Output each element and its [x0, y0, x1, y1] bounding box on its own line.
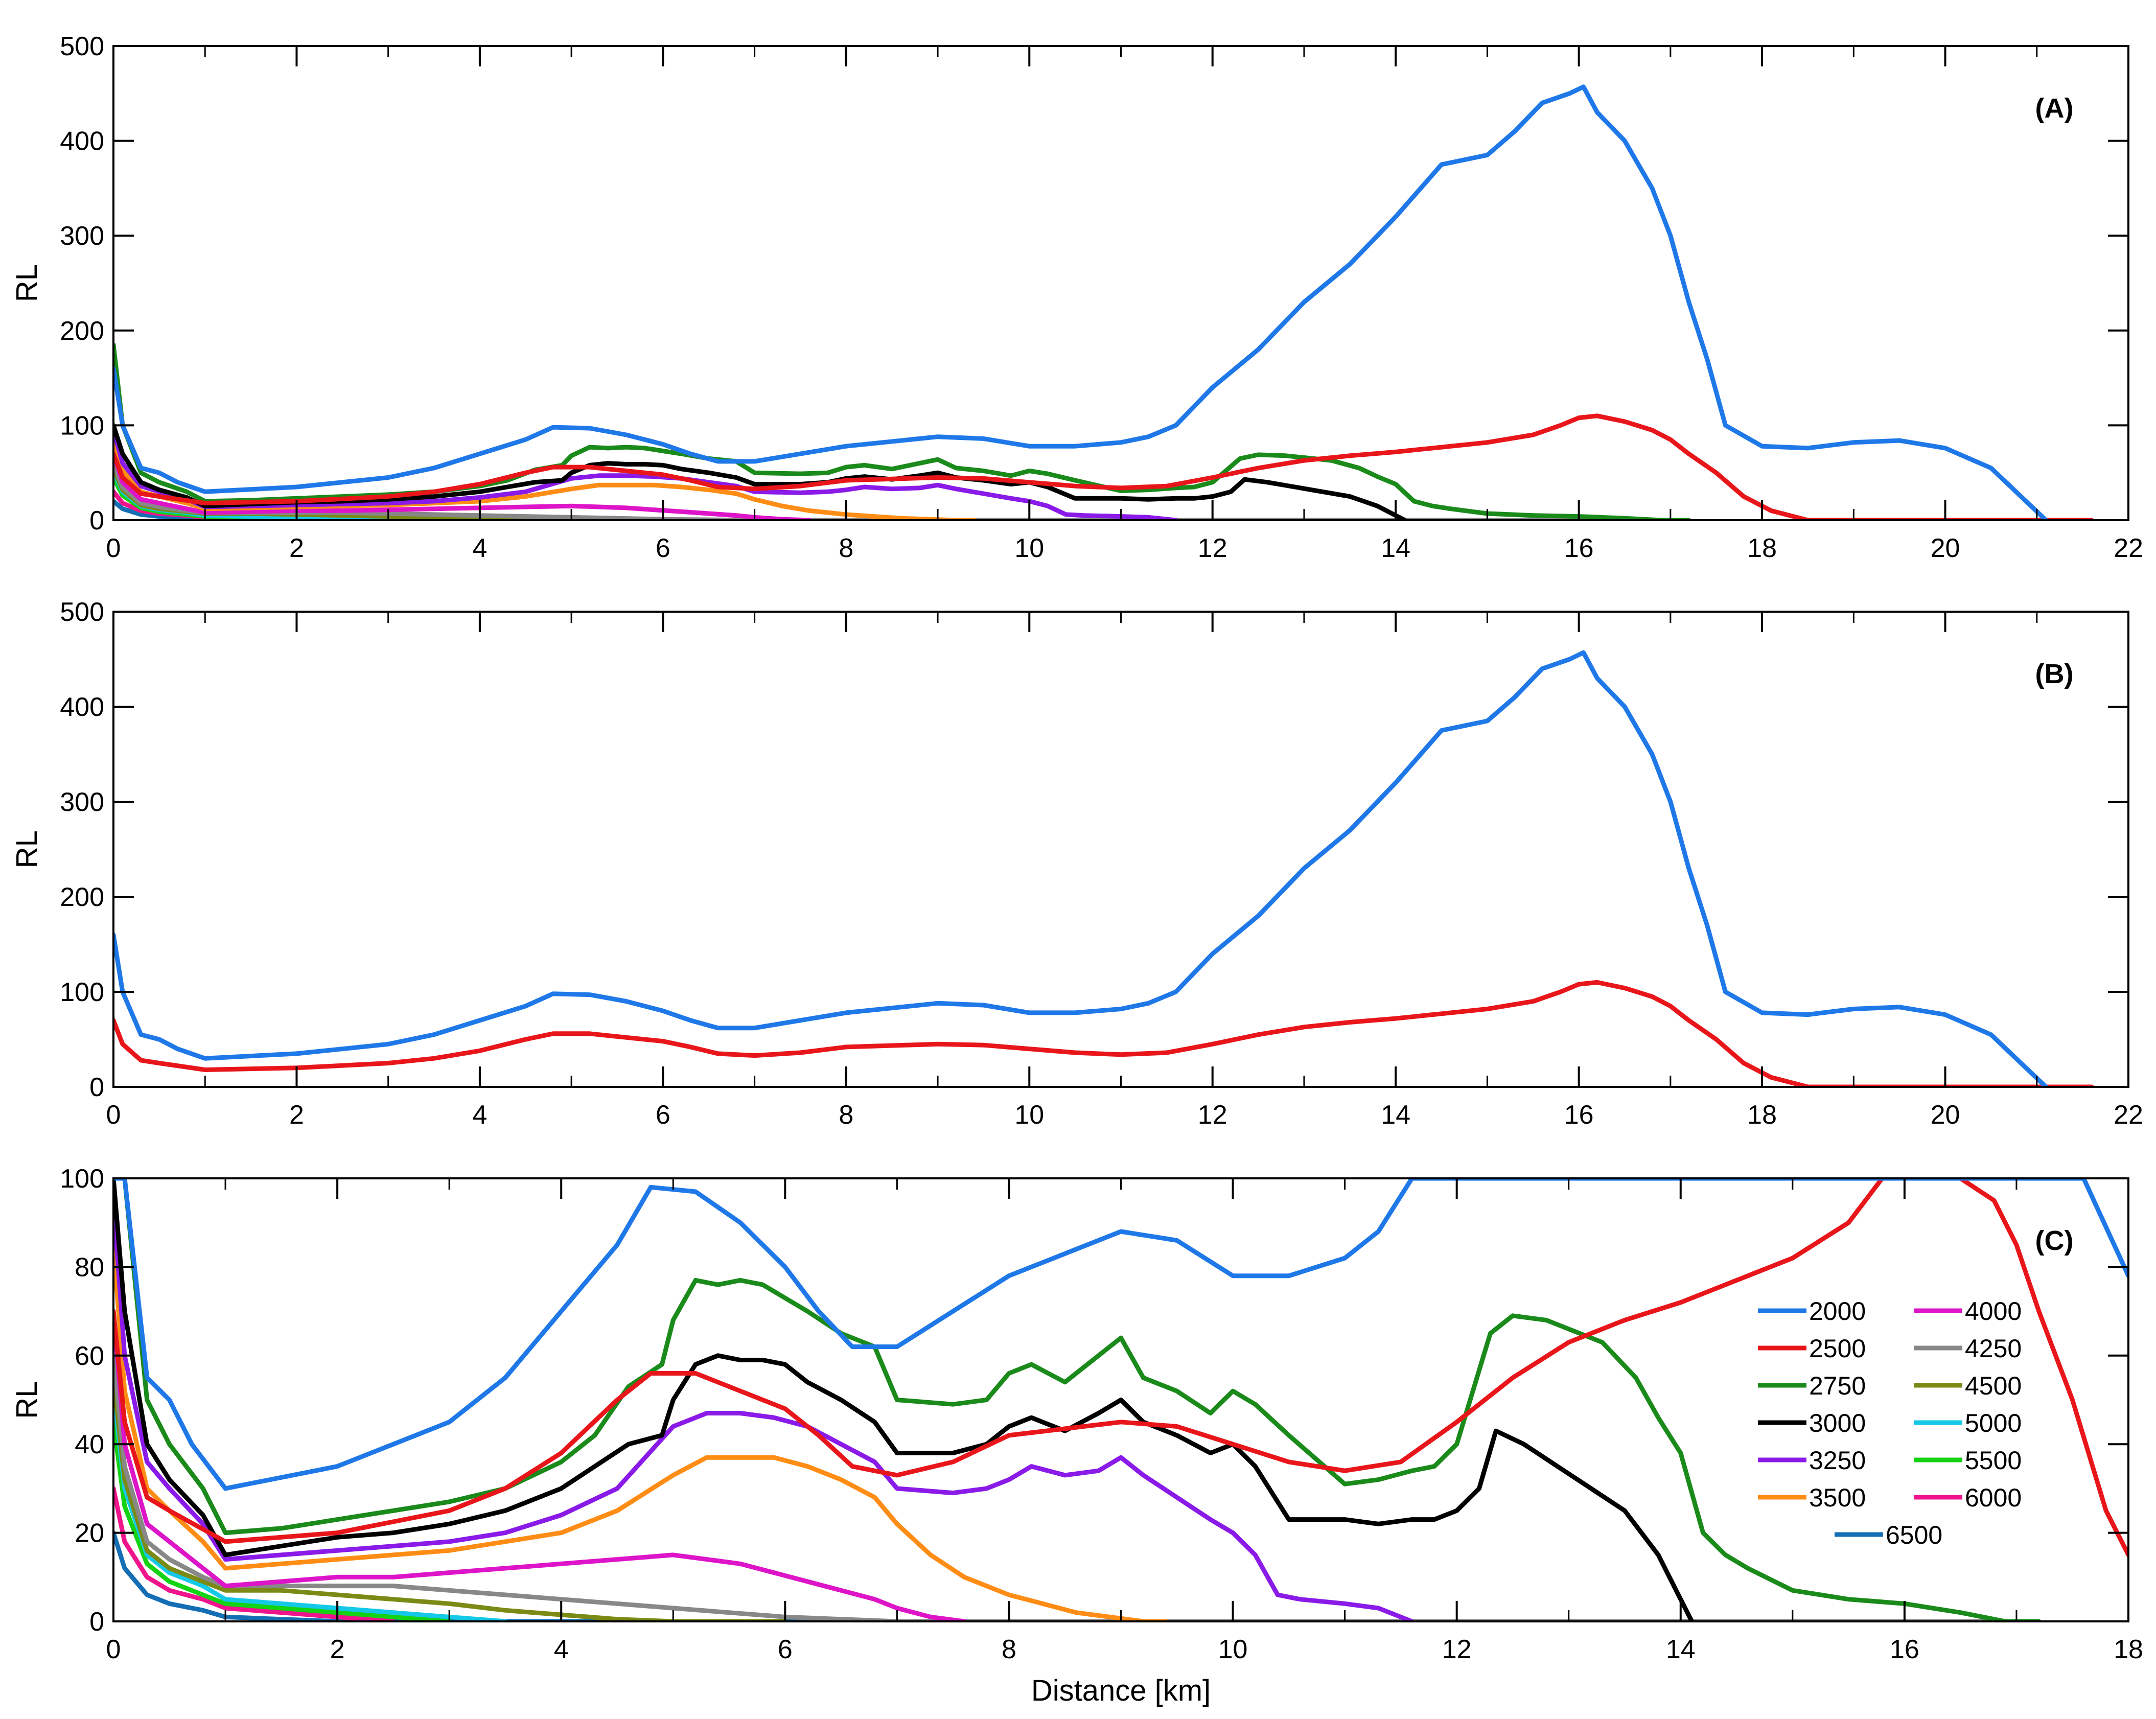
panel-c-x-tick-label: 10: [1218, 1635, 1248, 1664]
panel-b-x-tick-label: 6: [656, 1100, 670, 1130]
legend-label-4000: 4000: [1965, 1297, 2022, 1326]
panel-b-label: (B): [2035, 659, 2074, 689]
panel-a-plot-area: [113, 46, 2128, 520]
legend-label-3000: 3000: [1809, 1409, 1866, 1437]
panel-a-x-tick-label: 20: [1931, 533, 1960, 563]
panel-b-x-tick-label: 0: [106, 1100, 121, 1130]
panel-b-x-tick-label: 4: [472, 1100, 487, 1130]
panel-b-series-line-2000: [113, 650, 2049, 1087]
panel-c-series-line-2000: [113, 1178, 2128, 1491]
panel-b-y-tick-label: 0: [89, 1073, 104, 1102]
panel-c-chart: 0 2 4 6 8 10 12 14 16 18 0 20 40 60 80 100 RL (C) Distance…: [10, 1164, 2143, 1707]
panel-c-y-axis-label: RL: [10, 1381, 43, 1419]
panel-a-series-line-3500: [113, 437, 977, 520]
panel-b-y-tick-label: 300: [60, 787, 104, 817]
panel-a-y-tick-label: 400: [60, 127, 104, 156]
panel-c-x-axis-label: Distance [km]: [1031, 1674, 1211, 1707]
panel-c-series-line-5500: [113, 1420, 452, 1621]
panel-b-x-tick-label: 18: [1747, 1100, 1777, 1130]
panel-c-x-tick-label: 16: [1890, 1635, 1919, 1664]
legend-label-5000: 5000: [1965, 1409, 2022, 1437]
panel-c-series-line-4250: [113, 1353, 2042, 1621]
panel-a-y-tick-label: 200: [60, 316, 104, 346]
panel-c-x-tick-label: 8: [1002, 1635, 1016, 1664]
panel-c-series-group: [113, 1178, 2128, 1621]
panel-b-y-axis-label: RL: [10, 830, 43, 868]
panel-b-series-line-2500: [113, 980, 2094, 1087]
panel-a-y-tick-label: 0: [89, 506, 104, 536]
legend-label-4250: 4250: [1965, 1334, 2022, 1363]
panel-c-series-line-3250: [113, 1198, 1415, 1621]
panel-b-x-tick-label: 16: [1564, 1100, 1594, 1130]
legend-label-2750: 2750: [1809, 1372, 1866, 1400]
panel-a-y-tick-label: 300: [60, 221, 104, 251]
panel-a-x-tick-label: 22: [2114, 533, 2143, 563]
panel-c-series-line-2500: [113, 1178, 2128, 1558]
panel-c-y-tick-label: 20: [75, 1519, 104, 1548]
panel-c-label: (C): [2035, 1225, 2074, 1256]
panel-c-x-tick-label: 2: [330, 1635, 345, 1664]
panel-c-y-tick-label: 100: [60, 1164, 104, 1194]
panel-b-y-tick-label: 500: [60, 597, 104, 627]
panel-a-y-tick-label: 100: [60, 411, 104, 440]
panel-c-y-tick-label: 60: [75, 1341, 104, 1371]
panel-b-y-tick-label: 400: [60, 692, 104, 722]
panel-c-legend: 2000 2500 2750 3000 3250 3500 4000 4250 4500 5000…: [1758, 1297, 2022, 1549]
panel-b-x-tick-label: 10: [1014, 1100, 1044, 1130]
panel-a-chart: 0 2 4 6 8 10 12 14 16 18 20 22 0 100 200 300 400 500 RL (A): [10, 32, 2143, 563]
panel-a-series-line-2000: [113, 84, 2049, 520]
legend-label-2500: 2500: [1809, 1334, 1866, 1363]
panel-b-x-tick-label: 20: [1931, 1100, 1960, 1130]
panel-a-x-tick-label: 14: [1381, 533, 1410, 563]
panel-a-series-line-2500: [113, 413, 2094, 520]
panel-c-series-line-3000: [113, 1178, 1695, 1621]
panel-a-x-tick-label: 16: [1564, 533, 1594, 563]
panel-b-y-tick-label: 100: [60, 978, 104, 1007]
panel-b-plot-area: [113, 612, 2128, 1087]
panel-a-y-tick-label: 500: [60, 32, 104, 61]
panel-c-x-tick-label: 4: [554, 1635, 569, 1664]
panel-b-chart: 0 2 4 6 8 10 12 14 16 18 20 22 0 100 200 300 400 500 RL (B): [10, 597, 2143, 1130]
panel-a-x-tick-label: 10: [1014, 533, 1044, 563]
panel-c-x-tick-label: 12: [1442, 1635, 1472, 1664]
panel-a-x-tick-label: 6: [656, 533, 670, 563]
panel-b-x-tick-label: 14: [1381, 1100, 1410, 1130]
panel-b-series-group: [113, 650, 2094, 1087]
panel-a-x-tick-label: 8: [839, 533, 853, 563]
panel-b-x-tick-label: 12: [1198, 1100, 1227, 1130]
panel-c-x-tick-label: 18: [2114, 1635, 2143, 1664]
panel-b-x-tick-label: 8: [839, 1100, 853, 1130]
legend-label-4500: 4500: [1965, 1372, 2022, 1400]
panel-a-y-axis-label: RL: [10, 264, 43, 302]
legend-label-6000: 6000: [1965, 1483, 2022, 1512]
panel-b-y-tick-label: 200: [60, 882, 104, 912]
legend-label-2000: 2000: [1809, 1297, 1866, 1326]
panel-c-x-tick-label: 14: [1666, 1635, 1696, 1664]
legend-label-5500: 5500: [1965, 1446, 2022, 1475]
panel-a-x-tick-label: 0: [106, 533, 121, 563]
panel-c-x-tick-label: 0: [106, 1635, 121, 1664]
panel-a-label: (A): [2035, 93, 2074, 124]
panel-c-y-tick-label: 40: [75, 1430, 104, 1459]
panel-a-x-tick-label: 18: [1747, 533, 1777, 563]
panel-b-x-tick-label: 22: [2114, 1100, 2143, 1130]
panel-a-x-tick-label: 4: [472, 533, 487, 563]
panel-b-x-tick-label: 2: [289, 1100, 304, 1130]
legend-label-6500: 6500: [1886, 1521, 1942, 1549]
panel-c-series-line-3500: [113, 1242, 1168, 1621]
legend-label-3250: 3250: [1809, 1446, 1866, 1475]
legend-label-3500: 3500: [1809, 1483, 1866, 1512]
panel-c-series-line-4500: [113, 1375, 787, 1621]
panel-c-x-tick-label: 6: [778, 1635, 793, 1664]
panel-c-series-line-6000: [113, 1486, 396, 1621]
panel-c-y-tick-label: 0: [89, 1607, 104, 1637]
panel-a-x-tick-label: 12: [1198, 533, 1227, 563]
panel-c-series-line-4000: [113, 1309, 967, 1621]
panel-a-x-tick-label: 2: [289, 533, 304, 563]
panel-c-y-tick-label: 80: [75, 1252, 104, 1282]
